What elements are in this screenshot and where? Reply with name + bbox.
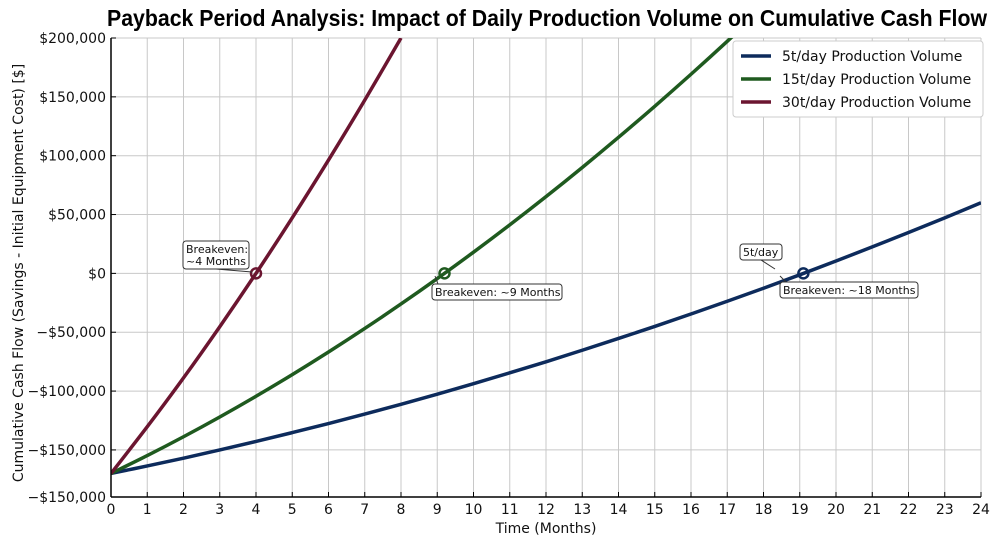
x-tick-label: 4 (252, 502, 261, 518)
x-tick-label: 21 (863, 502, 881, 518)
y-tick-label: $150,000 (39, 90, 106, 106)
breakeven-annotation: Breakeven:~4 Months (182, 240, 253, 273)
legend-label: 30t/day Production Volume (782, 95, 971, 111)
y-tick-label: −$150,000 (27, 443, 106, 459)
x-axis-label: Time (Months) (495, 521, 597, 537)
x-tick-label: 1 (143, 502, 152, 518)
chart-title: Payback Period Analysis: Impact of Daily… (107, 5, 987, 31)
x-tick-label: 8 (397, 502, 406, 518)
breakeven-annotation: 5t/day (739, 243, 783, 270)
x-tick-label: 5 (288, 502, 297, 518)
x-tick-label: 0 (107, 502, 116, 518)
x-tick-label: 17 (718, 502, 736, 518)
breakeven-annotation: Breakeven: ~9 Months (431, 275, 563, 301)
annotation-text: Breakeven: ~18 Months (783, 284, 916, 297)
y-axis-label: Cumulative Cash Flow (Savings - Initial … (11, 64, 27, 482)
x-tick-label: 12 (537, 502, 555, 518)
x-tick-label: 6 (324, 502, 333, 518)
breakeven-annotation: Breakeven: ~18 Months (779, 275, 919, 299)
y-tick-label: −$100,000 (27, 384, 106, 400)
breakeven-marker (249, 267, 263, 280)
y-tick-label: $50,000 (48, 208, 106, 224)
y-tick-label: −$50,000 (36, 325, 106, 341)
series-line-3 (111, 38, 403, 475)
x-tick-label: 9 (433, 502, 442, 518)
y-tick-label: $100,000 (39, 149, 106, 165)
annotation-text: Breakeven: ~9 Months (435, 286, 561, 299)
x-tick-label: 23 (936, 502, 954, 518)
legend-label: 15t/day Production Volume (782, 72, 971, 88)
breakeven-marker (797, 267, 810, 280)
breakeven-marker (438, 267, 451, 280)
annotation-text: 5t/day (743, 246, 779, 259)
x-tick-label: 16 (682, 502, 700, 518)
legend-label: 5t/day Production Volume (782, 49, 962, 65)
annotation-text: ~4 Months (186, 255, 246, 268)
y-tick-label: −$150,000 (27, 490, 106, 506)
legend: 5t/day Production Volume 15t/day Producti… (732, 40, 984, 118)
x-tick-label: 3 (215, 502, 224, 518)
x-tick-label: 11 (501, 502, 519, 518)
annotation-text: Breakeven: (186, 243, 248, 256)
series-line-1 (111, 201, 981, 476)
x-tick-label: 7 (360, 502, 369, 518)
x-tick-label: 24 (972, 502, 990, 518)
x-tick-label: 20 (827, 502, 845, 518)
x-tick-label: 13 (573, 502, 591, 518)
series-line-2 (111, 38, 734, 476)
x-tick-label: 19 (791, 502, 809, 518)
x-tick-label: 2 (179, 502, 188, 518)
x-tick-label: 14 (610, 502, 628, 518)
y-tick-label: $200,000 (39, 31, 106, 47)
x-tick-label: 15 (646, 502, 664, 518)
x-tick-label: 10 (465, 502, 483, 518)
x-tick-label: 18 (755, 502, 773, 518)
y-tick-label: $0 (88, 266, 106, 282)
x-tick-label: 22 (900, 502, 918, 518)
